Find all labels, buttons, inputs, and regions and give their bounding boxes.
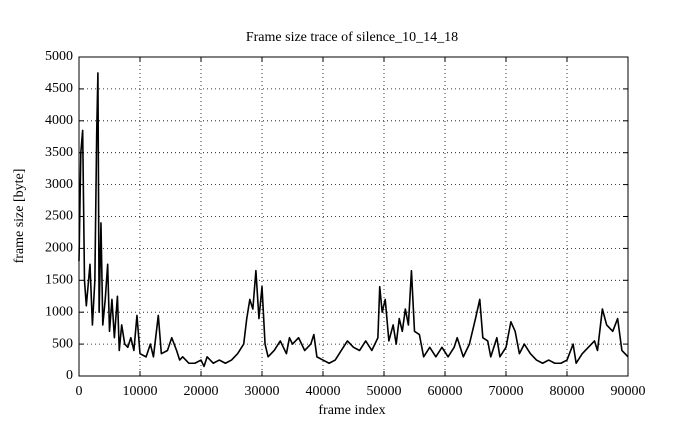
x-tick-label: 90000 <box>611 384 646 399</box>
y-tick-label: 3500 <box>45 145 73 160</box>
y-tick-label: 4500 <box>45 81 73 96</box>
y-tick-label: 4000 <box>45 113 73 128</box>
y-tick-label: 5000 <box>45 49 73 64</box>
y-tick-label: 1000 <box>45 304 73 319</box>
x-tick-label: 70000 <box>489 384 524 399</box>
x-tick-label: 50000 <box>367 384 402 399</box>
x-axis-label: frame index <box>318 403 385 418</box>
y-tick-label: 2500 <box>45 209 73 224</box>
x-tick-label: 0 <box>76 384 83 399</box>
y-tick-label: 3000 <box>45 177 73 192</box>
y-tick-label: 0 <box>66 368 73 383</box>
x-tick-label: 20000 <box>184 384 219 399</box>
y-tick-label: 500 <box>52 336 73 351</box>
x-tick-label: 60000 <box>428 384 463 399</box>
x-tick-label: 40000 <box>306 384 341 399</box>
x-tick-label: 10000 <box>123 384 158 399</box>
x-tick-label: 80000 <box>550 384 585 399</box>
y-tick-label: 1500 <box>45 273 73 288</box>
x-tick-label: 30000 <box>245 384 280 399</box>
data-line <box>78 72 629 368</box>
plot-frame <box>78 56 629 377</box>
y-axis-label: frame size [byte] <box>12 169 27 264</box>
chart-title: Frame size trace of silence_10_14_18 <box>246 30 458 45</box>
y-tick-label: 2000 <box>45 241 73 256</box>
